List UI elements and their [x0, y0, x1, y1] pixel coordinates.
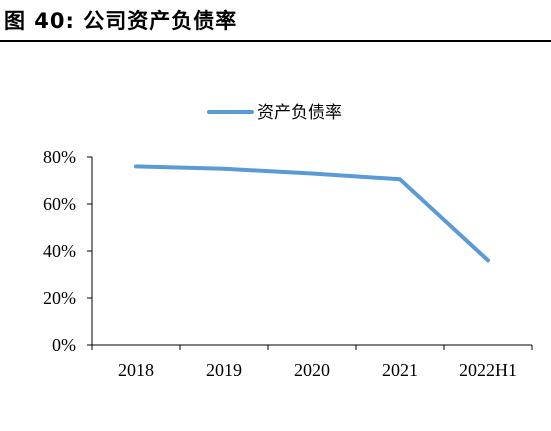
legend-label: 资产负债率	[257, 103, 342, 123]
line-chart: 0% 20% 40% 60% 80% 2018 2019 2020 2021 2022H1 资产负债…	[43, 103, 533, 380]
x-tick-label: 2019	[206, 360, 242, 380]
y-tick-label: 20%	[43, 288, 76, 308]
y-tick-label: 40%	[43, 241, 76, 261]
series-line	[134, 164, 490, 263]
x-tick-label: 2021	[382, 360, 418, 380]
x-tick-label: 2020	[294, 360, 330, 380]
y-tick-label: 60%	[43, 194, 76, 214]
x-tick-label: 2018	[118, 360, 154, 380]
figure-header: 图 40: 公司资产负债率	[0, 0, 551, 42]
y-tick-label: 0%	[52, 335, 76, 355]
figure-title: 图 40: 公司资产负债率	[4, 9, 238, 33]
y-tick-label: 80%	[43, 147, 76, 167]
x-tick-label: 2022H1	[459, 360, 517, 380]
